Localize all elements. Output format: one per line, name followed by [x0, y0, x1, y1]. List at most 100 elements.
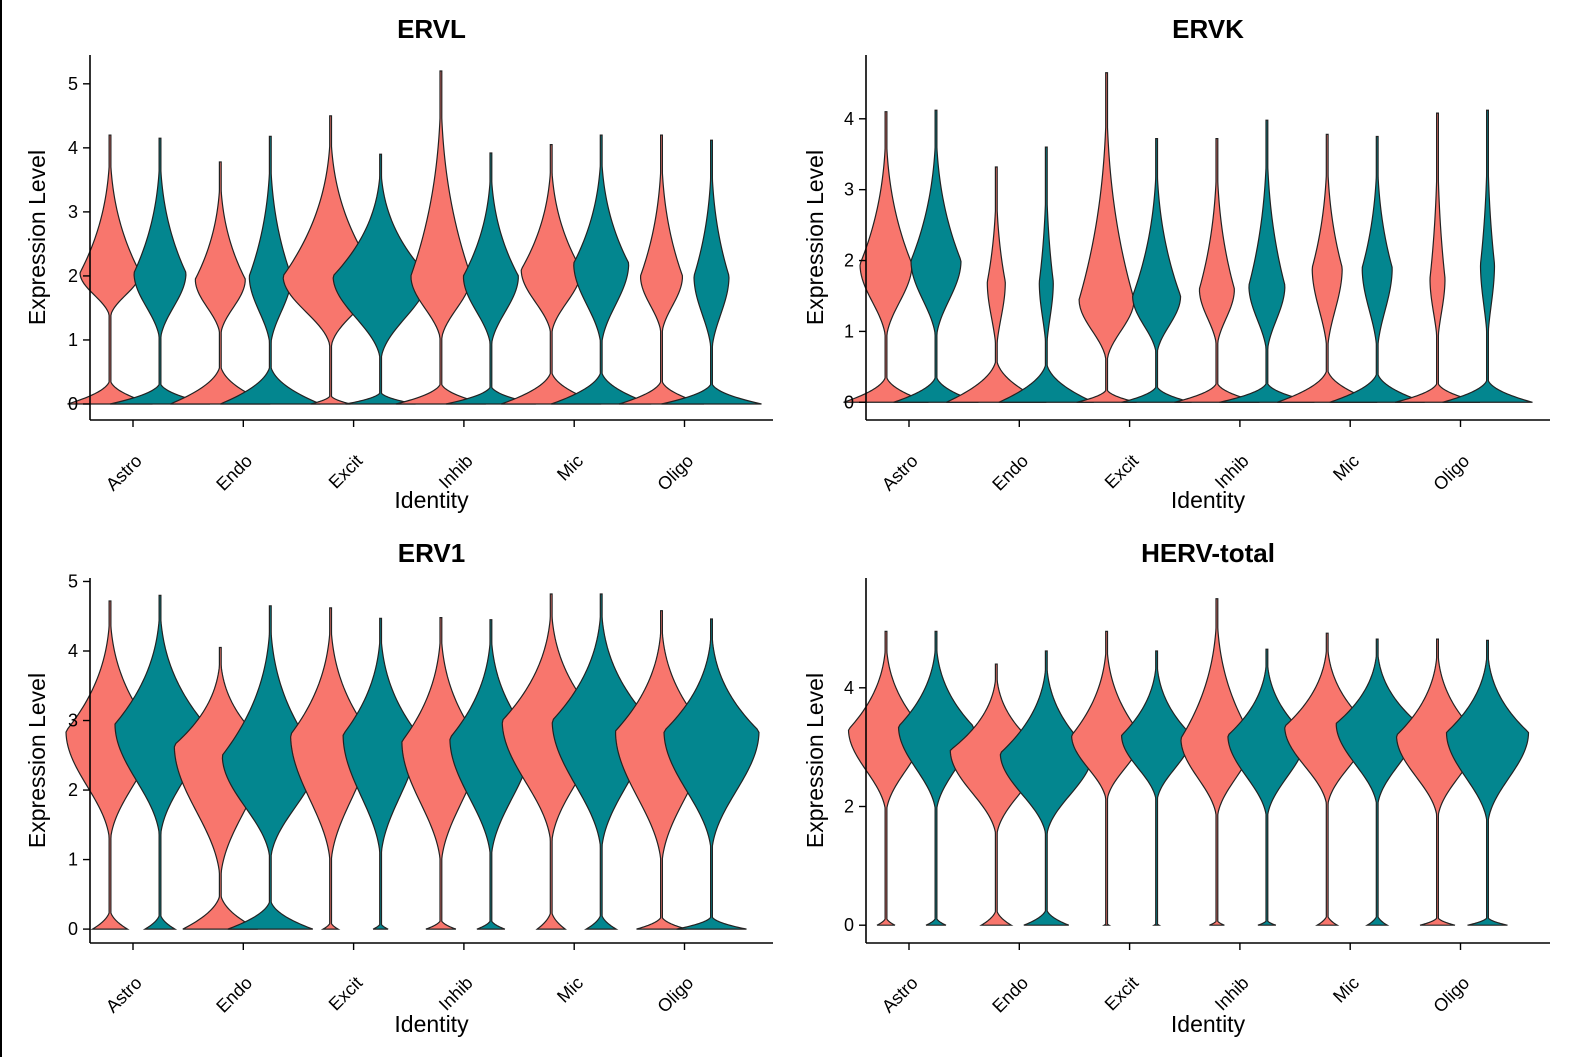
x-axis-title: Identity: [394, 487, 469, 513]
y-tick-label: 2: [68, 266, 78, 286]
violin-oligo-group1: [614, 610, 709, 930]
violin-astro-group2: [893, 109, 979, 403]
x-tick-label: Inhib: [435, 973, 477, 1015]
violin-mic-group1: [500, 144, 602, 405]
x-tick-label: Excit: [1101, 973, 1143, 1015]
left-frame-edge: [0, 0, 2, 1057]
violin-excit-group1: [1076, 72, 1137, 403]
violin-endo-group2: [998, 146, 1095, 403]
violin-inhib-group2: [1227, 648, 1307, 926]
violin-endo-group2: [221, 605, 319, 930]
y-tick-label: 5: [68, 74, 78, 94]
violin-inhib-group1: [1180, 598, 1254, 926]
violin-excit-group2: [1120, 650, 1193, 926]
violin-astro-group2: [109, 137, 211, 405]
x-tick-label: Endo: [212, 973, 256, 1017]
violin-oligo-group1: [1394, 112, 1481, 403]
y-axis-title: Expression Level: [802, 673, 828, 848]
y-axis-title: Expression Level: [802, 150, 828, 325]
x-tick-label: Oligo: [653, 973, 697, 1017]
violin-endo-group1: [946, 166, 1047, 403]
x-tick-label: Mic: [553, 451, 587, 485]
panel-herv-total: HERV-total 0 2 4 Astro Endo Excit Inhib Mic Oligo…: [802, 538, 1550, 1037]
violin-astro-group2: [897, 630, 975, 926]
y-tick-label: 0: [68, 394, 78, 414]
y-tick-label: 0: [844, 915, 854, 935]
y-tick-label: 2: [844, 796, 854, 816]
x-tick-label: Endo: [212, 451, 256, 495]
x-tick-label: Mic: [1329, 973, 1363, 1007]
violin-inhib-group1: [1174, 138, 1260, 403]
violin-mic-group2: [1329, 135, 1425, 403]
y-tick-label: 0: [68, 919, 78, 939]
panel-erv1: ERV1 0 1 2 3 4 5 Astro Endo Excit Inhib Mic Oligo Ide…: [24, 538, 773, 1037]
panel-title: ERVK: [1172, 14, 1244, 44]
x-tick-label: Oligo: [1429, 451, 1473, 495]
x-tick-label: Mic: [1329, 451, 1363, 485]
x-tick-label: Endo: [988, 451, 1032, 495]
x-axis-title: Identity: [1171, 487, 1246, 513]
violin-endo-group1: [170, 161, 271, 405]
violin-oligo-group2: [1445, 639, 1530, 926]
y-tick-label: 3: [68, 711, 78, 731]
x-axis-title: Identity: [1171, 1011, 1246, 1037]
panel-title: ERV1: [398, 538, 465, 568]
x-tick-label: Oligo: [653, 451, 697, 495]
violin-oligo-group1: [618, 134, 705, 405]
violin-mic-group2: [551, 593, 651, 930]
y-axis-title: Expression Level: [24, 150, 50, 325]
violin-astro-group1: [843, 111, 929, 403]
violin-endo-group1: [949, 663, 1043, 926]
x-tick-label: Mic: [553, 973, 587, 1007]
violin-endo-group2: [220, 135, 321, 405]
violin-oligo-group2: [1442, 109, 1533, 403]
violin-endo-group2: [999, 650, 1093, 926]
violin-inhib-group1: [395, 70, 487, 405]
violin-mic-group1: [1276, 133, 1378, 403]
violin-excit-group2: [342, 617, 419, 930]
violin-mic-group1: [501, 593, 601, 930]
violin-excit-group1: [1071, 630, 1143, 926]
violin-excit-group1: [290, 607, 372, 930]
y-tick-label: 1: [844, 321, 854, 341]
violin-astro-group1: [65, 600, 155, 930]
violin-excit-group2: [1121, 138, 1192, 403]
x-tick-label: Astro: [878, 973, 922, 1017]
x-tick-label: Astro: [878, 451, 922, 495]
violin-astro-group1: [847, 630, 925, 926]
y-tick-label: 4: [68, 138, 78, 158]
violin-mic-group1: [1284, 632, 1371, 926]
violin-oligo-group2: [663, 618, 760, 930]
y-tick-label: 4: [844, 109, 854, 129]
x-tick-label: Excit: [325, 451, 367, 493]
violin-astro-group1: [67, 134, 153, 405]
violin-mic-group2: [550, 134, 652, 405]
violin-inhib-group2: [445, 152, 537, 405]
violin-oligo-group1: [1395, 638, 1480, 926]
y-tick-label: 3: [844, 180, 854, 200]
y-tick-label: 2: [844, 251, 854, 271]
y-tick-label: 4: [844, 678, 854, 698]
x-tick-label: Oligo: [1429, 973, 1473, 1017]
y-axis-title: Expression Level: [24, 673, 50, 848]
violin-inhib-group2: [1219, 119, 1315, 403]
violin-astro-group2: [114, 594, 206, 930]
panel-title: HERV-total: [1141, 538, 1275, 568]
y-tick-label: 0: [844, 392, 854, 412]
y-tick-label: 4: [68, 641, 78, 661]
y-tick-label: 1: [68, 330, 78, 350]
violin-excit-group2: [332, 153, 429, 405]
x-tick-label: Inhib: [1211, 973, 1253, 1015]
x-axis-title: Identity: [394, 1011, 469, 1037]
x-tick-label: Excit: [325, 973, 367, 1015]
x-tick-label: Astro: [102, 973, 146, 1017]
panel-title: ERVL: [397, 14, 466, 44]
x-tick-label: Endo: [988, 973, 1032, 1017]
violin-oligo-group2: [661, 139, 762, 405]
violin-mic-group2: [1335, 638, 1419, 926]
violin-excit-group1: [282, 115, 379, 405]
x-tick-label: Astro: [102, 451, 146, 495]
